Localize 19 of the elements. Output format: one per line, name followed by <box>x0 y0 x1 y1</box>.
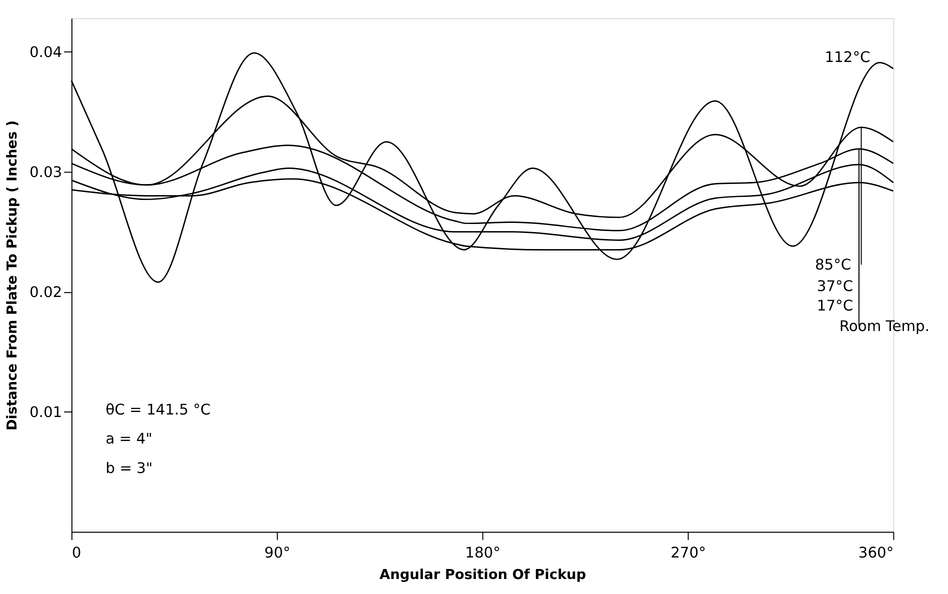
text: 17°C <box>816 298 854 315</box>
annotation: b = 3" <box>106 460 153 478</box>
text: 85°C <box>814 256 852 274</box>
y-tick-label: 0.01 <box>29 404 62 422</box>
y-tick-label: 0.04 <box>29 44 62 62</box>
series-label: 112°C <box>824 49 870 66</box>
y-tick-label: 0.03 <box>29 164 62 182</box>
x-tick-label: 180° <box>465 544 500 562</box>
annotation: a = 4" <box>106 430 152 448</box>
x-tick-label: 90° <box>264 544 290 562</box>
y-tick-label: 0.02 <box>29 284 62 302</box>
x-axis-title: Angular Position Of Pickup <box>380 567 586 584</box>
text: 37°C <box>816 278 854 296</box>
text: Room Temp. <box>839 318 930 336</box>
y-axis-title: Distance From Plate To Pickup ( Inches ) <box>4 120 21 431</box>
x-tick-label: 360° <box>858 544 894 562</box>
annotation: θC = 141.5 °C <box>106 401 211 418</box>
x-tick-label: 270° <box>670 544 706 562</box>
x-tick-label: 0 <box>72 544 82 562</box>
